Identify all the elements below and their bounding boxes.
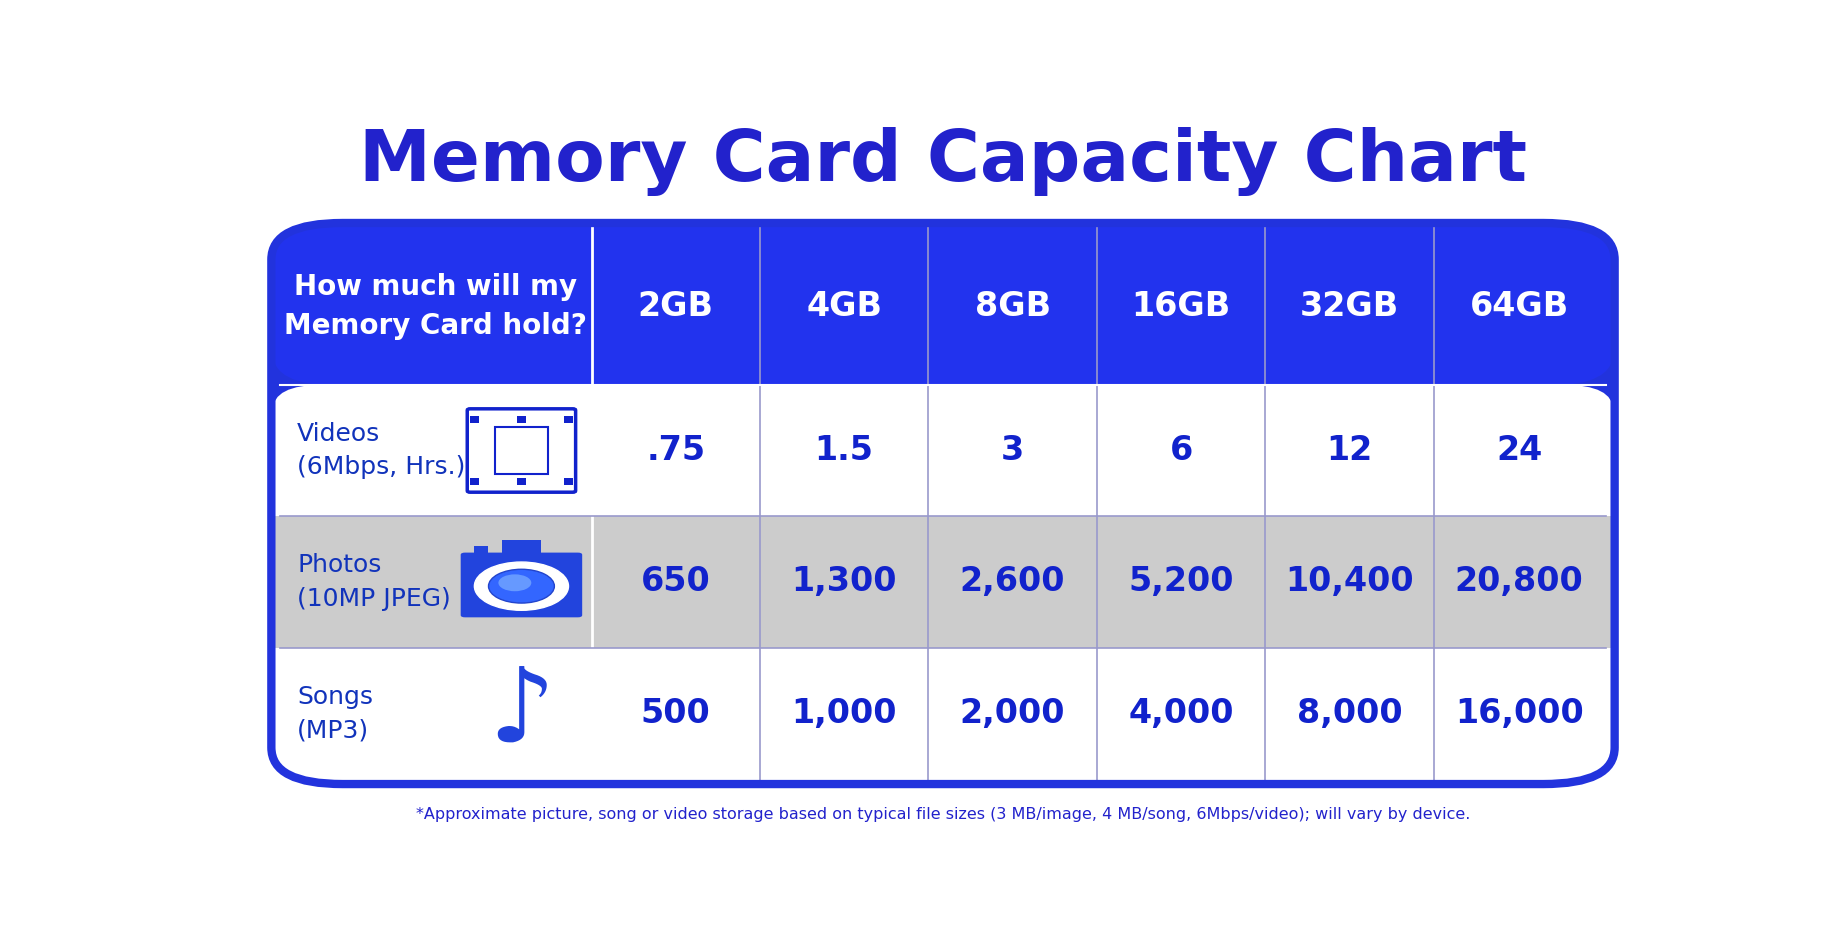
FancyBboxPatch shape (272, 385, 1613, 784)
Text: 5,200: 5,200 (1127, 565, 1234, 598)
Circle shape (498, 575, 531, 591)
FancyBboxPatch shape (272, 223, 1613, 386)
Text: *Approximate picture, song or video storage based on typical file sizes (3 MB/im: *Approximate picture, song or video stor… (416, 808, 1469, 823)
Text: How much will my
Memory Card hold?: How much will my Memory Card hold? (285, 273, 587, 339)
Text: 4,000: 4,000 (1127, 697, 1234, 731)
Bar (474, 546, 487, 556)
Bar (502, 541, 541, 556)
Text: Songs
(MP3): Songs (MP3) (296, 685, 373, 742)
Text: 500: 500 (640, 697, 710, 731)
Circle shape (474, 562, 568, 610)
Text: 32GB: 32GB (1298, 290, 1398, 323)
Text: 20,800: 20,800 (1455, 565, 1583, 598)
Bar (469, 478, 480, 485)
Text: 10,400: 10,400 (1284, 565, 1412, 598)
Text: 8GB: 8GB (975, 290, 1050, 323)
Text: 4GB: 4GB (805, 290, 881, 323)
Circle shape (487, 569, 554, 603)
FancyBboxPatch shape (460, 553, 581, 618)
Text: Memory Card Capacity Chart: Memory Card Capacity Chart (359, 127, 1526, 196)
Text: 1,000: 1,000 (791, 697, 896, 731)
Text: .75: .75 (645, 434, 704, 467)
Text: 2,600: 2,600 (960, 565, 1065, 598)
Text: 3: 3 (1000, 434, 1024, 467)
Bar (495, 428, 548, 474)
Text: 2GB: 2GB (638, 290, 714, 323)
Text: 24: 24 (1495, 434, 1541, 467)
Bar (272, 516, 1613, 648)
FancyBboxPatch shape (270, 223, 1615, 784)
Text: 16,000: 16,000 (1455, 697, 1583, 731)
Text: 650: 650 (640, 565, 710, 598)
Text: Videos
(6Mbps, Hrs.): Videos (6Mbps, Hrs.) (296, 422, 465, 479)
Bar (563, 415, 572, 424)
Text: 6: 6 (1170, 434, 1192, 467)
Text: 2,000: 2,000 (960, 697, 1065, 731)
Text: 1,300: 1,300 (791, 565, 896, 598)
FancyBboxPatch shape (467, 408, 576, 492)
Text: 8,000: 8,000 (1296, 697, 1401, 731)
Bar (517, 415, 526, 424)
Bar (469, 415, 480, 424)
Text: Photos
(10MP JPEG): Photos (10MP JPEG) (296, 553, 451, 611)
Text: 64GB: 64GB (1469, 290, 1569, 323)
Bar (563, 478, 572, 485)
Bar (517, 478, 526, 485)
Text: 16GB: 16GB (1131, 290, 1230, 323)
Text: ♪: ♪ (487, 663, 554, 764)
Text: 12: 12 (1326, 434, 1372, 467)
Text: 1.5: 1.5 (815, 434, 874, 467)
